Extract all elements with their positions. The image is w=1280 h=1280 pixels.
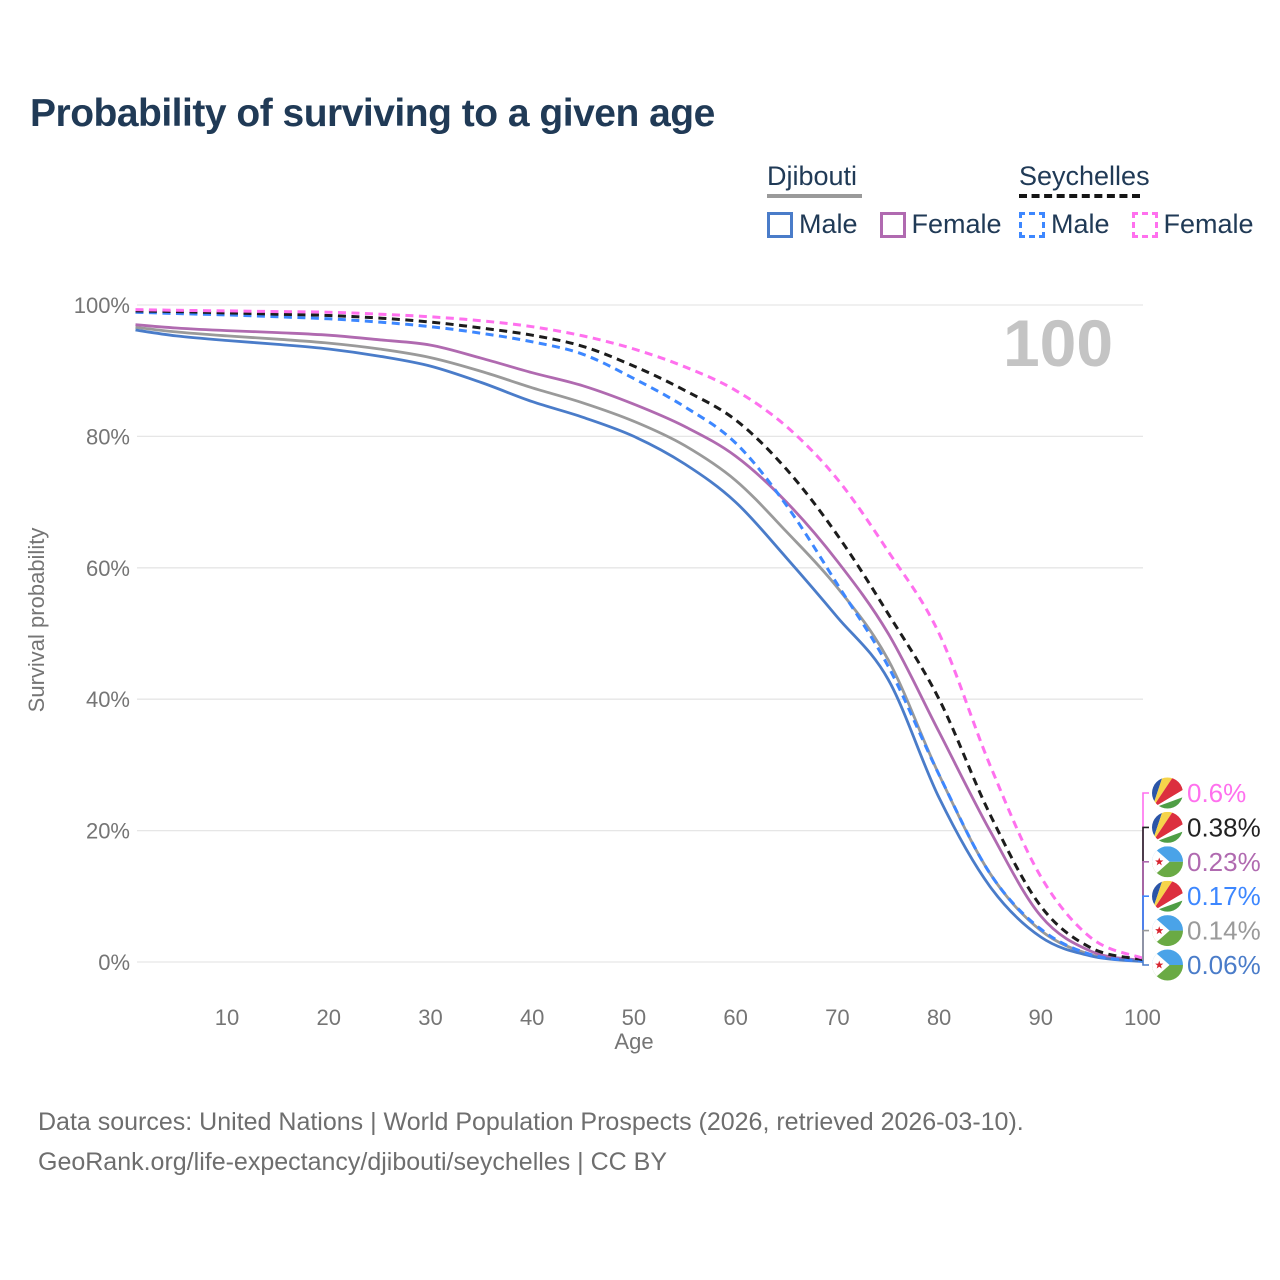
end-label-connector (1142, 826, 1149, 960)
legend-country-seychelles[interactable]: Seychelles (1019, 161, 1150, 191)
y-tick-label: 60% (86, 556, 130, 581)
end-value-label[interactable]: 0.6% (1187, 778, 1246, 808)
seychelles-both-sexes-line-swatch (1019, 194, 1140, 198)
end-label-connector (1142, 792, 1149, 960)
end-label-connector (1142, 929, 1149, 960)
legend-item-label: Female (1163, 209, 1254, 239)
legend-group-seychelles: Seychelles Male Female (1019, 161, 1276, 240)
djibouti-flag-icon (1152, 846, 1183, 877)
end-value-label[interactable]: 0.17% (1187, 881, 1261, 911)
x-tick-label: 50 (622, 1005, 646, 1030)
curve-seychelles-male (135, 310, 1143, 963)
end-label-connector (1142, 960, 1149, 966)
x-tick-label: 80 (927, 1005, 951, 1030)
seychelles-flag-icon (1152, 778, 1183, 809)
djibouti-flag-icon (1152, 915, 1183, 946)
end-label-connector (1142, 895, 1149, 960)
seychelles-flag-icon (1152, 881, 1183, 912)
page-title: Probability of surviving to a given age (30, 92, 715, 135)
legend-item-label: Female (911, 209, 1002, 239)
x-tick-label: 60 (723, 1005, 747, 1030)
end-label-connectors (1142, 792, 1149, 966)
x-tick-label: 10 (215, 1005, 239, 1030)
gridlines (137, 304, 1143, 963)
seychelles-flag-icon (1152, 812, 1183, 843)
legend-item-label: Male (799, 209, 858, 239)
x-tick-label: 100 (1124, 1005, 1161, 1030)
end-label-flag-icons (1152, 778, 1183, 981)
x-tick-label: 70 (825, 1005, 849, 1030)
legend-group-djibouti: Djibouti Male Female (767, 161, 1024, 240)
y-tick-label: 0% (98, 950, 130, 975)
y-tick-label: 20% (86, 819, 130, 844)
legend-item-label: Male (1051, 209, 1110, 239)
x-axis-title: Age (614, 1029, 653, 1054)
x-axis-tick-labels: 10 20 30 40 50 60 70 80 90 100 (215, 1005, 1161, 1030)
x-tick-label: 20 (316, 1005, 340, 1030)
legend-country-djibouti[interactable]: Djibouti (767, 161, 858, 191)
end-value-label[interactable]: 0.38% (1187, 812, 1261, 842)
end-value-label[interactable]: 0.14% (1187, 916, 1261, 946)
end-label-values: 0.6% 0.38% 0.23% 0.17% 0.14% 0.06% (1187, 778, 1261, 980)
footer: Data sources: United Nations | World Pop… (38, 1102, 1024, 1182)
djibouti-both-sexes-line-swatch (767, 194, 862, 198)
curve-seychelles-female (135, 308, 1144, 960)
survival-curves (135, 308, 1144, 963)
y-tick-label: 40% (86, 687, 130, 712)
x-tick-label: 40 (520, 1005, 544, 1030)
axis-titles: Age Survival probability (24, 528, 654, 1054)
seychelles-male-swatch (1019, 211, 1045, 238)
djibouti-male-swatch (767, 211, 793, 238)
legend-item-djibouti-female[interactable]: Female (879, 209, 1002, 240)
data-sources-line: Data sources: United Nations | World Pop… (38, 1108, 1024, 1136)
y-tick-label: 80% (86, 424, 130, 449)
x-tick-label: 30 (418, 1005, 442, 1030)
end-label-connector (1142, 861, 1149, 960)
end-value-label[interactable]: 0.23% (1187, 847, 1261, 877)
x-tick-label: 90 (1029, 1005, 1053, 1030)
attribution-line[interactable]: GeoRank.org/life-expectancy/djibouti/sey… (38, 1148, 668, 1176)
legend-item-seychelles-female[interactable]: Female (1131, 209, 1254, 240)
curve-djibouti-both-sexes (135, 325, 1143, 963)
y-tick-label: 100% (74, 293, 130, 318)
curve-djibouti-female (135, 323, 1143, 962)
end-value-label[interactable]: 0.06% (1187, 950, 1261, 980)
legend-item-djibouti-male[interactable]: Male (767, 209, 858, 240)
curve-seychelles-both-sexes (135, 309, 1143, 961)
djibouti-flag-icon (1152, 950, 1183, 981)
y-axis-tick-labels: 0% 20% 40% 60% 80% 100% (74, 293, 130, 975)
curve-djibouti-male (135, 328, 1143, 963)
legend-item-seychelles-male[interactable]: Male (1019, 209, 1110, 240)
y-axis-title: Survival probability (24, 528, 49, 713)
watermark-value: 100 (1003, 306, 1113, 380)
djibouti-female-swatch (879, 211, 906, 238)
seychelles-female-swatch (1131, 211, 1158, 238)
hovered-age-watermark: 100 (1003, 306, 1113, 380)
